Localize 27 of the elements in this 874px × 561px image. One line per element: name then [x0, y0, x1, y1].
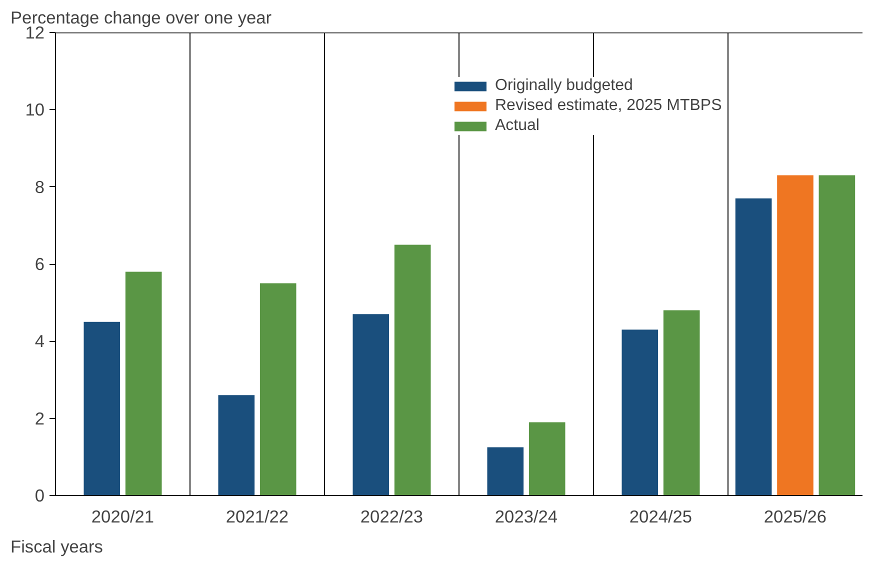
- y-tick-label: 0: [34, 486, 45, 506]
- y-tick-label: 4: [34, 331, 45, 352]
- bar: [84, 322, 120, 496]
- x-tick-label: 2022/23: [360, 506, 424, 526]
- legend-label: Originally budgeted: [495, 77, 633, 95]
- x-tick-label: 2024/25: [629, 506, 692, 526]
- bar: [125, 272, 162, 496]
- x-tick-label: 2025/26: [764, 506, 827, 526]
- bar: [487, 447, 524, 496]
- y-tick-label: 2: [34, 408, 45, 428]
- y-tick-label: 6: [34, 254, 45, 274]
- legend-label: Revised estimate, 2025 MTBPS: [495, 97, 722, 115]
- bar: [260, 283, 296, 496]
- bar: [777, 175, 814, 496]
- bar: [622, 330, 658, 496]
- bar: [394, 244, 431, 496]
- x-tick-label: 2021/22: [226, 506, 289, 526]
- y-tick-label: 10: [25, 100, 45, 120]
- bar: [528, 422, 566, 496]
- bar: [218, 395, 255, 496]
- y-tick-label: 8: [34, 176, 45, 197]
- bar: [663, 310, 700, 496]
- bar: [352, 314, 390, 496]
- x-axis-title: Fiscal years: [10, 536, 104, 556]
- legend-label: Actual: [495, 117, 540, 135]
- x-tick-label: 2023/24: [494, 506, 558, 526]
- x-tick-label: 2020/21: [91, 506, 154, 526]
